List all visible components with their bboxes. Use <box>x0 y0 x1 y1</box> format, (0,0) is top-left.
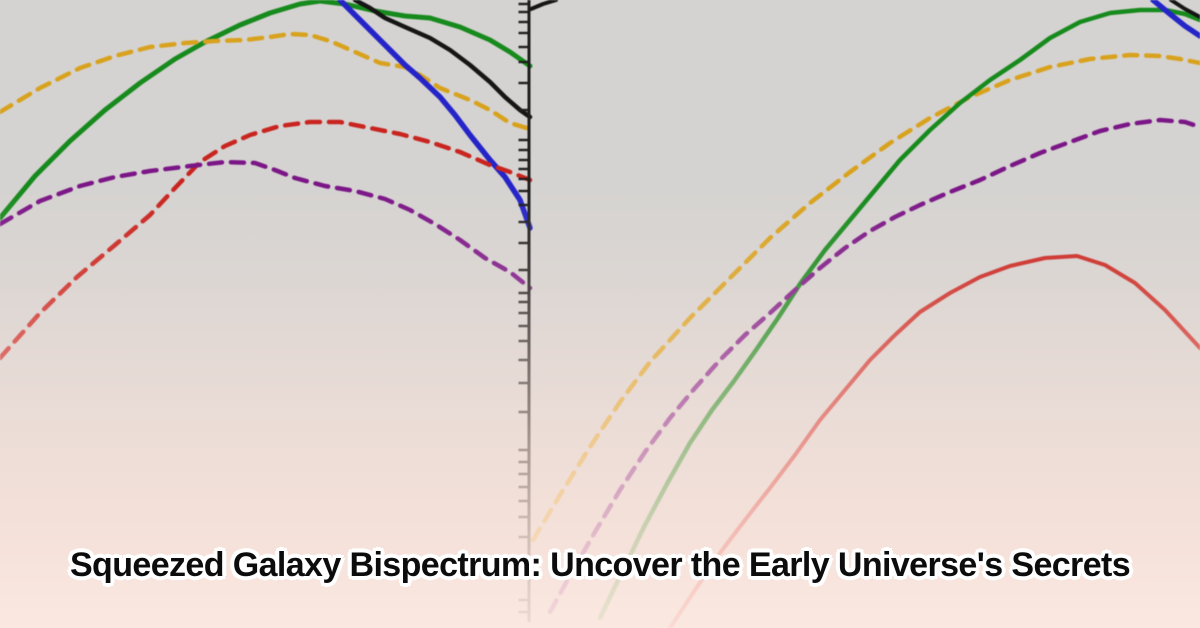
card-title: Squeezed Galaxy Bispectrum: Uncover the … <box>69 546 1131 584</box>
curve-right-black-near-axis <box>529 0 558 11</box>
curve-right-green-solid <box>597 7 1200 621</box>
curve-left-purple-dashed <box>0 159 533 291</box>
curve-left-red-dashed <box>0 119 533 361</box>
